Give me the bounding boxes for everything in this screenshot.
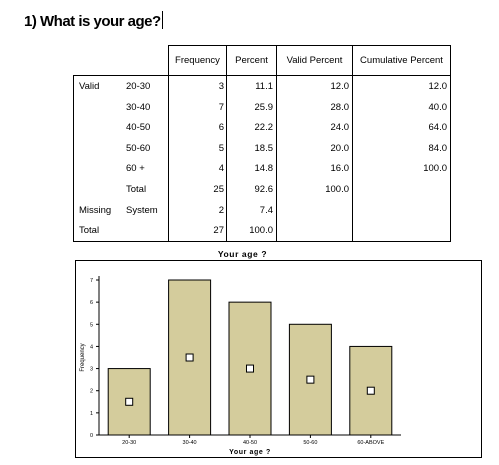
chart-title: Your age ? [217, 249, 268, 259]
x-tick-label: 50-60 [303, 440, 317, 446]
header-percent: Percent [235, 55, 268, 66]
row-label: 60 + [126, 163, 145, 175]
bar-midpoint-marker [246, 364, 254, 373]
header-frequency: Frequency [175, 55, 220, 66]
cell-cumulative-percent: 64.0 [428, 122, 448, 134]
row-group: Valid [79, 81, 100, 92]
cell-frequency: 2 [218, 204, 224, 216]
x-axis-label: Your age ? [229, 449, 271, 456]
row-label: 20-30 [126, 81, 151, 92]
cell-valid-percent: 20.0 [330, 142, 350, 154]
x-tick-label: 20-30 [122, 440, 136, 446]
table-border-right [450, 45, 451, 242]
bar-midpoint-marker [366, 386, 375, 395]
cell-cumulative-percent: 84.0 [428, 142, 448, 154]
cell-frequency: 7 [218, 101, 224, 113]
y-tick-label: 3 [90, 367, 93, 373]
header-valid-percent: Valid Percent [286, 55, 343, 66]
y-tick-label: 4 [90, 344, 93, 350]
bar-midpoint-marker [125, 397, 134, 406]
cell-percent: 25.9 [254, 101, 274, 113]
cell-cumulative-percent: 100.0 [423, 163, 447, 175]
y-tick-label: 5 [90, 322, 93, 328]
cell-frequency: 25 [213, 184, 224, 195]
y-tick-label: 7 [90, 278, 93, 284]
row-group: Total [79, 225, 100, 237]
cell-frequency: 4 [218, 163, 224, 175]
x-tick-label: 40-50 [243, 440, 257, 446]
cell-percent: 18.5 [254, 142, 274, 154]
cell-frequency: 3 [218, 81, 224, 92]
cell-cumulative-percent: 40.0 [428, 101, 448, 113]
cell-frequency: 5 [218, 142, 224, 154]
cell-valid-percent: 28.0 [330, 101, 350, 113]
table-rule-2 [226, 45, 227, 242]
row-label: 30-40 [126, 101, 151, 113]
frequency-table: Frequency Percent Valid Percent Cumulati… [73, 45, 451, 242]
table-header-rule [73, 75, 451, 76]
table-rule-1 [168, 45, 169, 242]
bar-midpoint-marker [306, 375, 315, 384]
row-label: Total [126, 184, 147, 195]
cell-frequency: 6 [218, 122, 224, 134]
cell-valid-percent: 24.0 [330, 122, 350, 134]
table-rule-3 [276, 45, 277, 242]
y-axis-label: Frequency [80, 343, 86, 371]
y-tick-label: 1 [90, 411, 93, 417]
cell-valid-percent: 12.0 [330, 81, 350, 92]
cell-percent: 92.6 [254, 184, 274, 195]
table-border-bottom [73, 241, 451, 242]
cell-valid-percent: 16.0 [330, 163, 350, 175]
row-label: 50-60 [126, 142, 151, 154]
table-border-left [73, 75, 74, 242]
cell-valid-percent: 100.0 [325, 184, 349, 195]
row-label: System [126, 204, 158, 216]
row-group: Missing [79, 204, 112, 216]
bar [349, 345, 393, 436]
cell-percent: 7.4 [259, 204, 273, 216]
header-cumulative-percent: Cumulative Percent [360, 55, 443, 66]
cell-percent: 14.8 [254, 163, 274, 175]
x-tick-label: 30-40 [183, 440, 197, 446]
cell-percent: 100.0 [249, 225, 273, 237]
table-rule-4 [352, 45, 353, 242]
row-label: 40-50 [126, 122, 151, 134]
table-border-top [168, 45, 451, 46]
cell-frequency: 27 [213, 225, 224, 237]
y-tick-label: 0 [90, 433, 93, 439]
y-tick-label: 6 [90, 300, 93, 306]
question-title: 1) What is your age? [24, 11, 163, 30]
cell-cumulative-percent: 12.0 [428, 81, 448, 92]
text-cursor [161, 11, 163, 29]
bar-chart: 0 1 2 3 4 5 6 7 Frequency 20-30 30-40 40-50 50-60 60-… [80, 276, 401, 456]
chart-frame: 0 1 2 3 4 5 6 7 Frequency 20-30 30-40 40-50 50-60 60-… [75, 260, 482, 458]
cell-percent: 11.1 [255, 81, 273, 92]
bar-midpoint-marker [185, 353, 194, 362]
x-tick-label: 60-ABOVE [357, 440, 384, 446]
cell-percent: 22.2 [254, 122, 274, 134]
y-tick-label: 2 [90, 389, 93, 395]
